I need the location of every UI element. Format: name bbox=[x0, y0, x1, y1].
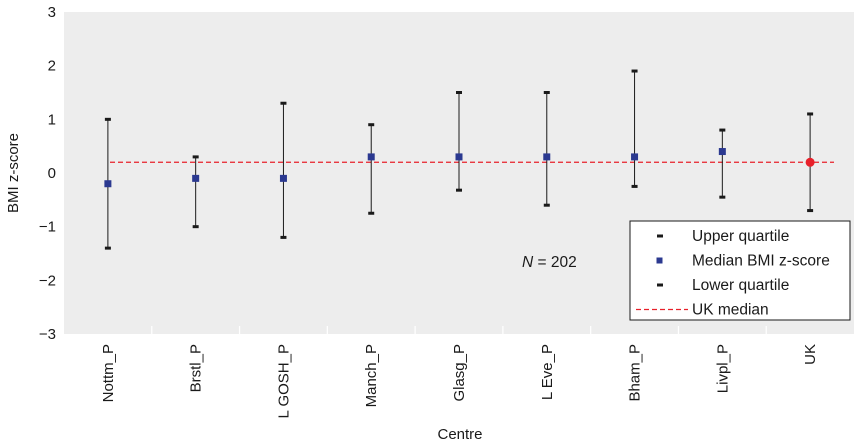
y-tick-label: −3 bbox=[39, 326, 56, 343]
lower-quartile-bham-p bbox=[631, 184, 638, 188]
x-tick-label: L GOSH_P bbox=[275, 344, 292, 418]
x-tick-label: Nottm_P bbox=[100, 344, 117, 402]
upper-quartile-glasg-p bbox=[456, 91, 462, 94]
legend-item-upper-quartile: Upper quartile bbox=[657, 228, 789, 245]
x-tick-label: Manch_P bbox=[363, 344, 380, 407]
lower-quartile-livpl-p bbox=[719, 195, 726, 199]
median-nottm-p bbox=[104, 180, 112, 188]
upper-quartile-bham-p bbox=[631, 69, 638, 73]
median-glasg-p bbox=[455, 153, 463, 161]
sample-size-annotation: N = 202 bbox=[522, 254, 577, 271]
lower-quartile-nottm-p bbox=[104, 246, 111, 250]
x-axis-tick-labels: Nottm_P Brstl_P L GOSH_P Manch_P Glasg_P L Ev… bbox=[100, 344, 819, 418]
median-bham-p bbox=[631, 153, 639, 161]
median-l-eve-p bbox=[543, 153, 551, 161]
lower-quartile-uk bbox=[807, 209, 814, 213]
lower-quartile-manch-p bbox=[368, 211, 375, 215]
y-axis-ticks: 3 2 1 0 −1 −2 −3 bbox=[39, 4, 56, 343]
legend-marker bbox=[657, 234, 663, 238]
x-tick-label: Bham_P bbox=[627, 344, 644, 402]
upper-quartile-nottm-p bbox=[104, 117, 111, 121]
y-tick-label: 1 bbox=[48, 111, 56, 128]
legend-item-uk-median: UK median bbox=[636, 302, 769, 319]
legend-item-median-bmi-z-score: Median BMI z-score bbox=[656, 253, 830, 270]
upper-quartile-uk bbox=[807, 112, 814, 116]
x-tick-label: UK bbox=[802, 344, 819, 365]
legend-label: Median BMI z-score bbox=[692, 253, 830, 270]
lower-quartile-brstl-p bbox=[192, 225, 199, 229]
y-tick-label: −2 bbox=[39, 272, 56, 289]
y-axis-label: BMI z-score bbox=[5, 133, 22, 213]
legend-label: Lower quartile bbox=[692, 277, 789, 294]
x-tick-label: Glasg_P bbox=[451, 344, 468, 402]
x-axis-separators bbox=[151, 326, 767, 334]
x-tick-label: Livpl_P bbox=[714, 344, 731, 393]
legend-marker bbox=[657, 283, 663, 287]
legend-marker bbox=[656, 257, 663, 264]
x-tick-label: Brstl_P bbox=[188, 344, 205, 392]
y-tick-label: 3 bbox=[48, 4, 56, 21]
upper-quartile-brstl-p bbox=[192, 155, 199, 159]
median-livpl-p bbox=[718, 148, 726, 156]
median-manch-p bbox=[367, 153, 375, 161]
upper-quartile-l-gosh-p bbox=[280, 101, 287, 105]
x-tick-label: L Eve_P bbox=[539, 344, 556, 400]
legend-label: Upper quartile bbox=[692, 228, 789, 245]
median-uk bbox=[805, 157, 815, 167]
x-axis-label: Centre bbox=[437, 426, 482, 443]
legend-box bbox=[629, 220, 851, 321]
y-tick-label: 0 bbox=[48, 165, 56, 182]
median-l-gosh-p bbox=[279, 174, 287, 182]
upper-quartile-livpl-p bbox=[719, 128, 726, 132]
legend-item-lower-quartile: Lower quartile bbox=[657, 277, 789, 294]
legend-label: UK median bbox=[692, 302, 769, 319]
lower-quartile-l-eve-p bbox=[543, 203, 550, 207]
upper-quartile-manch-p bbox=[368, 123, 375, 127]
y-tick-label: −1 bbox=[39, 219, 56, 236]
median-brstl-p bbox=[192, 174, 200, 182]
upper-quartile-l-eve-p bbox=[543, 91, 550, 94]
sample-size-symbol: N bbox=[522, 254, 534, 271]
lower-quartile-l-gosh-p bbox=[280, 235, 287, 239]
sample-size-value: = 202 bbox=[533, 254, 577, 271]
lower-quartile-glasg-p bbox=[456, 188, 462, 192]
legend: Upper quartile Median BMI z-score Lower qu… bbox=[629, 220, 851, 321]
median-markers bbox=[104, 148, 815, 188]
y-tick-label: 2 bbox=[48, 58, 56, 75]
